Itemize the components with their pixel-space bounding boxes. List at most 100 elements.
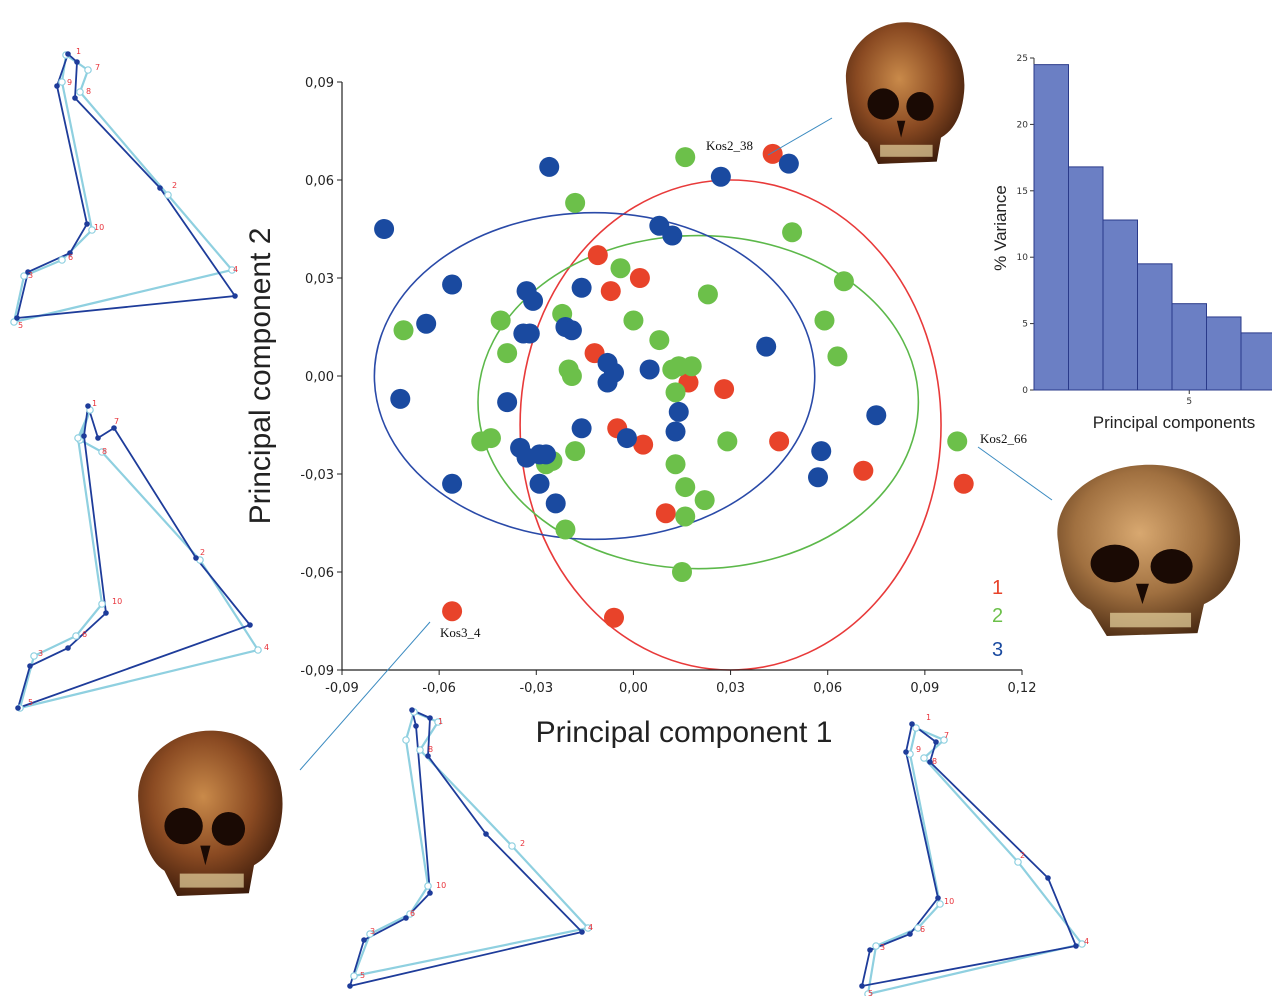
landmark-consensus <box>872 942 880 950</box>
landmark-specimen <box>859 983 865 989</box>
skull-photo-kos2-38 <box>845 22 965 165</box>
landmark-specimen <box>65 645 71 651</box>
point-group-3 <box>710 166 731 187</box>
point-group-3 <box>539 156 560 177</box>
point-group-3 <box>545 493 566 514</box>
point-group-3 <box>390 388 411 409</box>
landmark-specimen <box>909 721 915 727</box>
y-tick-label: -0,09 <box>300 664 334 679</box>
point-group-3 <box>662 225 683 246</box>
x-tick-label: 0,00 <box>619 681 648 696</box>
bar-y-tick-label: 15 <box>1017 187 1028 197</box>
x-tick-label: -0,09 <box>325 681 359 696</box>
point-group-2 <box>717 431 738 452</box>
point-group-3 <box>668 401 689 422</box>
landmark-consensus <box>402 736 410 744</box>
wire-specimen <box>348 708 584 988</box>
landmark-number: 4 <box>264 643 269 652</box>
bar-y-tick-label: 5 <box>1022 320 1028 330</box>
x-tick-label: 0,12 <box>1008 681 1037 696</box>
y-tick-label: 0,09 <box>305 76 334 91</box>
wireframe-bottom-right: 1 7 9 8 2 4 5 3 6 10 <box>859 713 1089 998</box>
point-group-2 <box>681 356 702 377</box>
bar-y-axis-title: % Variance <box>991 185 1010 271</box>
point-group-3 <box>561 320 582 341</box>
landmark-consensus <box>416 746 424 754</box>
bar-marks <box>1033 64 1272 391</box>
point-group-2 <box>497 343 518 364</box>
landmark-number: 1 <box>92 399 97 408</box>
label-kos2-38: Kos2_38 <box>706 138 753 153</box>
landmark-consensus <box>254 646 262 654</box>
landmark-number: 10 <box>94 223 104 232</box>
landmark-consensus <box>912 724 920 732</box>
skull-photo-kos3-4 <box>138 730 283 896</box>
point-group-3 <box>571 418 592 439</box>
landmark-number: 8 <box>86 87 91 96</box>
point-group-2 <box>665 382 686 403</box>
wireframe-bottom-center: 1 8 2 4 5 3 6 10 <box>347 707 593 989</box>
landmark-specimen <box>84 221 90 227</box>
point-group-3 <box>639 359 660 380</box>
landmark-consensus <box>584 924 592 932</box>
point-group-1 <box>587 245 608 266</box>
ellipse-group-2 <box>477 234 920 570</box>
point-group-3 <box>756 336 777 357</box>
landmark-consensus <box>84 66 92 74</box>
x-tick-label: 0,06 <box>813 681 842 696</box>
point-group-2 <box>393 320 414 341</box>
legend-label-3: 3 <box>992 639 1003 661</box>
landmark-number: 4 <box>588 923 593 932</box>
landmark-specimen <box>867 947 873 953</box>
landmark-number: 5 <box>28 698 33 707</box>
landmark-specimen <box>95 435 101 441</box>
point-group-2 <box>947 431 968 452</box>
point-group-3 <box>442 473 463 494</box>
landmark-consensus <box>914 924 922 932</box>
landmark-consensus <box>434 718 442 726</box>
landmark-consensus <box>920 754 928 762</box>
leader-kos2-38 <box>767 117 833 156</box>
landmark-number: 6 <box>410 909 415 918</box>
landmark-consensus <box>74 434 82 442</box>
landmark-specimen <box>903 749 909 755</box>
point-group-1 <box>853 460 874 481</box>
bar-y-tick-label: 25 <box>1017 54 1028 64</box>
landmark-number: 5 <box>360 971 365 980</box>
bar-y-tick-label: 10 <box>1017 253 1029 263</box>
point-group-2 <box>565 192 586 213</box>
point-group-3 <box>665 421 686 442</box>
landmark-specimen <box>85 403 91 409</box>
bar-pc-3 <box>1102 219 1138 391</box>
landmark-specimen <box>935 895 941 901</box>
x-tick-label: -0,03 <box>519 681 553 696</box>
landmark-specimen <box>483 831 489 837</box>
point-group-2 <box>649 330 670 351</box>
point-group-3 <box>536 444 556 465</box>
landmark-number: 3 <box>28 271 33 280</box>
leader-kos3-4 <box>299 621 431 771</box>
landmark-number: 6 <box>82 630 87 639</box>
point-group-2 <box>827 346 848 367</box>
point-group-3 <box>808 467 828 488</box>
landmark-specimen <box>193 555 199 561</box>
landmark-consensus <box>58 256 66 264</box>
landmark-number: 5 <box>868 989 873 996</box>
landmark-consensus <box>406 910 414 918</box>
landmark-consensus <box>1078 940 1086 948</box>
landmark-specimen <box>907 931 913 937</box>
point-group-1 <box>600 281 621 302</box>
landmark-specimen <box>933 739 939 745</box>
point-group-2 <box>561 366 582 386</box>
point-group-2 <box>565 441 586 462</box>
landmark-specimen <box>81 433 87 439</box>
landmark-specimen <box>25 269 31 275</box>
point-group-1 <box>769 431 790 452</box>
landmark-specimen <box>15 705 21 711</box>
point-group-1 <box>655 503 676 524</box>
group-legend: 1 2 3 <box>992 577 1003 661</box>
point-group-2 <box>490 310 511 331</box>
landmark-number: 8 <box>932 757 937 766</box>
landmark-specimen <box>72 95 78 101</box>
bar-pc-1 <box>1033 64 1069 391</box>
